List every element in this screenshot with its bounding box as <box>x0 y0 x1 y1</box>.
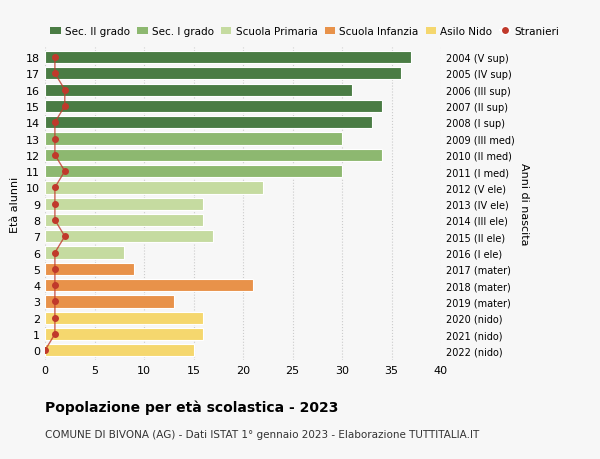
Point <box>60 168 70 175</box>
Bar <box>45 214 203 227</box>
Point <box>50 201 60 208</box>
Point <box>50 282 60 289</box>
Bar <box>45 84 352 96</box>
Bar <box>45 247 124 259</box>
Point <box>50 266 60 273</box>
Bar <box>45 198 203 210</box>
Bar <box>45 149 382 162</box>
Bar <box>45 166 342 178</box>
Bar <box>45 133 342 146</box>
Point <box>60 103 70 110</box>
Point <box>50 314 60 322</box>
Point <box>40 347 50 354</box>
Bar <box>45 52 412 64</box>
Legend: Sec. II grado, Sec. I grado, Scuola Primaria, Scuola Infanzia, Asilo Nido, Stran: Sec. II grado, Sec. I grado, Scuola Prim… <box>50 27 559 37</box>
Point <box>50 298 60 306</box>
Bar <box>45 263 134 275</box>
Point <box>50 330 60 338</box>
Bar <box>45 328 203 341</box>
Point <box>50 217 60 224</box>
Point <box>60 87 70 94</box>
Text: COMUNE DI BIVONA (AG) - Dati ISTAT 1° gennaio 2023 - Elaborazione TUTTITALIA.IT: COMUNE DI BIVONA (AG) - Dati ISTAT 1° ge… <box>45 429 479 439</box>
Y-axis label: Anni di nascita: Anni di nascita <box>518 163 529 246</box>
Point <box>50 185 60 192</box>
Point <box>50 54 60 62</box>
Bar <box>45 68 401 80</box>
Bar <box>45 296 174 308</box>
Point <box>50 119 60 127</box>
Bar <box>45 312 203 324</box>
Text: Popolazione per età scolastica - 2023: Popolazione per età scolastica - 2023 <box>45 399 338 414</box>
Y-axis label: Età alunni: Età alunni <box>10 176 20 232</box>
Bar <box>45 182 263 194</box>
Point <box>60 233 70 241</box>
Bar <box>45 344 194 357</box>
Bar <box>45 101 382 113</box>
Bar <box>45 280 253 291</box>
Bar <box>45 231 214 243</box>
Point <box>50 249 60 257</box>
Point <box>50 152 60 159</box>
Bar <box>45 117 372 129</box>
Point <box>50 135 60 143</box>
Point <box>50 71 60 78</box>
